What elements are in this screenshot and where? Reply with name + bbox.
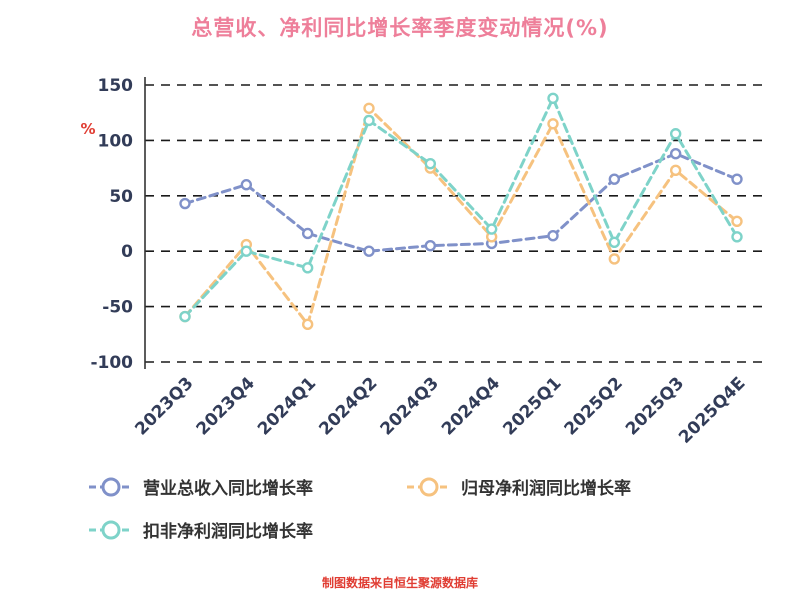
legend-line-marker-icon <box>89 477 133 496</box>
data-point <box>547 92 559 104</box>
data-point <box>608 173 621 185</box>
data-point <box>424 239 437 252</box>
x-tick-label: 2025Q2 <box>561 373 627 439</box>
legend-item-non-gaap-profit-growth: 扣非净利润同比增长率 <box>88 517 406 542</box>
data-point <box>301 318 314 331</box>
data-point <box>547 229 559 242</box>
data-point <box>669 147 682 160</box>
data-source-note: 制图数据来自恒生聚源数据库 <box>321 576 478 590</box>
data-point <box>669 164 682 177</box>
data-point <box>363 102 375 114</box>
legend-label: 归母净利润同比增长率 <box>461 479 631 499</box>
data-point <box>301 227 314 240</box>
x-tick-label: 2024Q1 <box>254 373 320 439</box>
data-point <box>363 245 375 257</box>
legend-line-marker-icon <box>407 477 451 496</box>
data-point <box>731 215 743 227</box>
x-tick-label: 2025Q4E <box>675 373 749 447</box>
x-tick-label: 2023Q3 <box>131 373 197 439</box>
data-point <box>485 223 498 235</box>
legend-label: 扣非净利润同比增长率 <box>143 522 313 542</box>
data-point <box>179 310 191 323</box>
data-point <box>608 253 621 265</box>
data-point <box>363 114 375 127</box>
y-tick-label: 0 <box>121 242 133 262</box>
y-tick-label: -50 <box>102 298 133 318</box>
y-axis-unit-label: % <box>80 120 95 138</box>
legend-line-marker-icon <box>89 520 133 539</box>
chart-title: 总营收、净利同比增长率季度变动情况(%) <box>191 16 609 40</box>
data-point <box>731 173 743 185</box>
legend-label: 营业总收入同比增长率 <box>143 479 313 499</box>
series-line-2 <box>183 96 739 319</box>
legend: 营业总收入同比增长率 归母净利润同比增长率 扣非净利润同比增长率 <box>88 474 631 542</box>
data-point <box>240 245 253 257</box>
data-point <box>240 179 253 191</box>
data-point <box>608 236 621 249</box>
legend-item-revenue-growth: 营业总收入同比增长率 <box>88 474 406 499</box>
x-tick-label: 2025Q1 <box>499 373 565 439</box>
y-tick-label: 150 <box>98 76 134 96</box>
y-tick-label: 100 <box>98 131 134 151</box>
data-point <box>731 231 743 243</box>
data-point <box>424 157 437 170</box>
data-point <box>301 262 314 274</box>
data-point <box>179 197 191 210</box>
x-tick-label: 2024Q4 <box>438 373 504 439</box>
series-line-1 <box>183 106 739 326</box>
legend-item-net-profit-growth: 归母净利润同比增长率 <box>406 474 631 499</box>
x-tick-label: 2024Q2 <box>315 373 381 439</box>
data-point <box>547 118 559 130</box>
y-tick-label: -100 <box>90 353 133 373</box>
y-tick-label: 50 <box>109 187 133 207</box>
x-tick-label: 2024Q3 <box>377 373 443 439</box>
x-tick-label: 2023Q4 <box>193 373 259 439</box>
data-point <box>669 128 682 140</box>
series-line-0 <box>183 152 739 253</box>
